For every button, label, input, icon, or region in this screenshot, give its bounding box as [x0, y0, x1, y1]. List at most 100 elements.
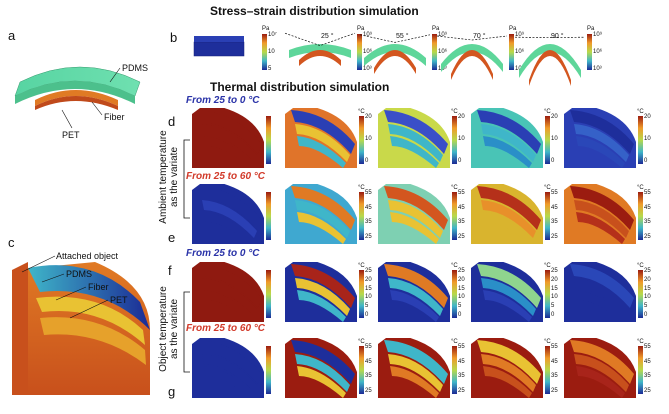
thermal-colorbar-unit-d-5: °C: [637, 109, 644, 115]
thermal-tick-g-3-3: 25: [458, 388, 465, 394]
ambient-heat-subheading: From 25 to 60 °C: [186, 171, 266, 182]
thermal-map-inner-layer: [204, 366, 253, 398]
thermal-tick-g-2-2: 35: [365, 373, 372, 380]
thermal-map-mid-layer: [388, 124, 443, 162]
thermal-map-g-4: [471, 338, 543, 398]
thermal-colorbar-unit-g-4: °C: [544, 339, 551, 345]
thermal-map-inner-layer: [390, 136, 439, 168]
thermal-map-f-3: [378, 262, 450, 322]
thermal-map-f-4: [471, 262, 543, 322]
thermal-map-inner-layer: [390, 212, 439, 244]
thermal-tick-f-4-2: 15: [551, 285, 558, 292]
thermal-map-g-1: [192, 338, 264, 398]
panel-c-fiber-label: Fiber: [88, 282, 109, 292]
thermal-map-mid-layer: [202, 354, 257, 392]
thermal-tick-f-3-2: 15: [458, 285, 465, 292]
thermal-colorbar-unit-d-4: °C: [544, 109, 551, 115]
thermal-map-mid-layer: [481, 354, 536, 392]
thermal-map-inner-layer: [204, 290, 253, 322]
thermal-map-e-2: [285, 184, 357, 244]
thermal-tick-e-3-1: 45: [458, 204, 465, 211]
thermal-tick-e-4-1: 45: [551, 204, 558, 211]
thermal-heading: Thermal distribution simulation: [210, 80, 390, 94]
thermal-colorbar-unit-e-3: °C: [451, 185, 458, 191]
panel-c-pdms-label: PDMS: [66, 269, 93, 279]
stress-angle-label-4: 90 °: [551, 33, 564, 40]
thermal-colorbar-e-2: [359, 192, 364, 240]
thermal-map-inner-layer: [204, 212, 253, 244]
stress-angle-label-2: 55 °: [396, 33, 409, 40]
thermal-tick-f-5-1: 20: [644, 276, 651, 283]
thermal-map-inner-layer: [483, 212, 532, 244]
thermal-map-d-1: [192, 108, 264, 168]
thermal-colorbar-unit-f-5: °C: [637, 263, 644, 269]
thermal-map-outer-layer: [477, 186, 541, 230]
thermal-map-mid-layer: [202, 200, 257, 238]
stress-colorbar-4: [587, 34, 592, 70]
thermal-colorbar-d-5: [638, 116, 643, 164]
panel-a-pet-label: PET: [62, 130, 80, 140]
thermal-colorbar-unit-e-4: °C: [544, 185, 551, 191]
thermal-map-inner-layer: [576, 366, 625, 398]
stress-tick-1-0: 10⁹: [363, 32, 373, 38]
thermal-map-mid-layer: [295, 124, 350, 162]
object-cool-subheading: From 25 to 0 °C: [186, 248, 260, 259]
thermal-map-inner-layer: [390, 366, 439, 398]
stress-colorbar-unit-4: Pa: [587, 26, 595, 32]
thermal-tick-f-5-5: 0: [644, 312, 648, 318]
thermal-colorbar-d-3: [452, 116, 457, 164]
thermal-map-inner-layer: [204, 136, 253, 168]
thermal-map-inner-layer: [297, 366, 346, 398]
thermal-colorbar-e-3: [452, 192, 457, 240]
thermal-colorbar-unit-g-2: °C: [358, 339, 365, 345]
thermal-tick-f-3-4: 5: [458, 303, 462, 310]
thermal-tick-g-2-0: 55: [365, 344, 372, 350]
thermal-tick-f-2-0: 25: [365, 268, 372, 274]
thermal-tick-g-4-0: 55: [551, 344, 558, 350]
thermal-tick-e-5-3: 25: [644, 234, 651, 240]
thermal-map-e-1: [192, 184, 264, 244]
thermal-tick-d-5-2: 0: [644, 158, 648, 164]
stress-heading: Stress–strain distribution simulation: [210, 4, 419, 18]
thermal-colorbar-f-5: [638, 270, 643, 318]
panel-c-leader-lines: [21, 255, 109, 319]
panel-a-layer-illustration: [14, 66, 141, 110]
thermal-map-mid-layer: [481, 278, 536, 316]
thermal-map-inner-layer: [297, 136, 346, 168]
thermal-map-mid-layer: [295, 200, 350, 238]
thermal-map-g-3: [378, 338, 450, 398]
stress-tick-2-1: 10⁶: [438, 49, 448, 55]
thermal-map-inner-layer: [576, 290, 625, 322]
stress-tick-0-1: 10: [268, 49, 275, 55]
thermal-tick-d-4-1: 10: [551, 136, 558, 142]
thermal-colorbar-unit-e-5: °C: [637, 185, 644, 191]
stress-tick-2-0: 10⁹: [438, 32, 448, 38]
thermal-map-f-1: [192, 262, 264, 322]
thermal-map-mid-layer: [295, 354, 350, 392]
thermal-colorbar-g-3: [452, 346, 457, 394]
thermal-map-outer-layer: [477, 110, 541, 154]
panel-label-b: b: [170, 30, 178, 45]
thermal-tick-e-4-2: 35: [551, 219, 558, 226]
stress-angle-label-3: 70 °: [473, 33, 486, 40]
panel-label-f: f: [168, 263, 172, 278]
thermal-map-outer-layer: [198, 186, 262, 230]
stress-bend-pet-4: [529, 50, 571, 86]
stress-tick-4-0: 10⁹: [593, 32, 603, 38]
thermal-colorbar-d-4: [545, 116, 550, 164]
thermal-colorbar-e-4: [545, 192, 550, 240]
panel-c-pet-label: PET: [110, 295, 128, 305]
thermal-map-e-3: [378, 184, 450, 244]
panel-a-fiber-label: Fiber: [104, 112, 125, 122]
thermal-tick-d-2-1: 10: [365, 136, 372, 142]
thermal-tick-f-2-4: 5: [365, 303, 369, 310]
thermal-colorbar-unit-f-3: °C: [451, 263, 458, 269]
thermal-tick-d-3-2: 0: [458, 158, 462, 164]
stress-colorbar-unit-3: Pa: [509, 26, 517, 32]
thermal-map-mid-layer: [388, 278, 443, 316]
thermal-tick-d-4-2: 0: [551, 158, 555, 164]
thermal-map-inner-layer: [576, 212, 625, 244]
thermal-map-outer-layer: [198, 264, 262, 308]
thermal-tick-d-4-0: 20: [551, 114, 558, 120]
thermal-map-outer-layer: [477, 340, 541, 384]
